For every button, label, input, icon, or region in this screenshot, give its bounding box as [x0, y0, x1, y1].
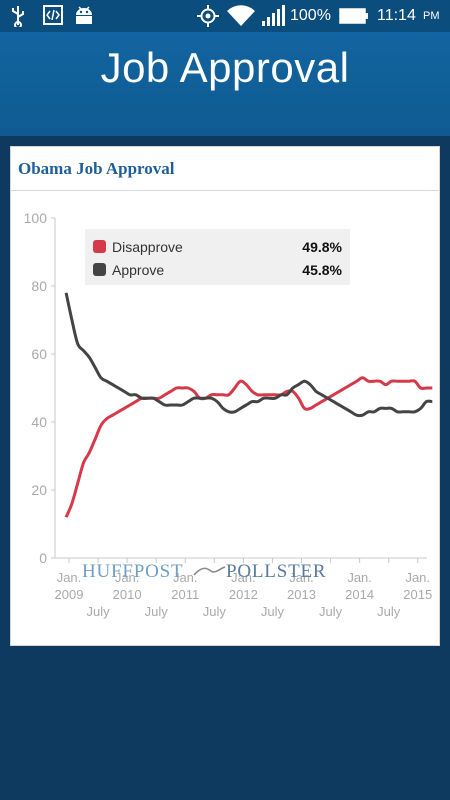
x-tick-label: July — [145, 604, 169, 619]
y-axis: 0 20 40 60 80 100 — [24, 210, 55, 566]
chart-card[interactable]: Obama Job Approval 0 20 40 60 80 100 Jan. 2009… — [10, 146, 440, 646]
wifi-icon — [227, 5, 255, 27]
chart-legend: Disapprove 49.8% Approve 45.8% — [85, 229, 350, 285]
signal-icon — [262, 5, 285, 26]
y-tick-label: 80 — [31, 278, 47, 294]
chart-title: Obama Job Approval — [18, 159, 175, 178]
series-line-disapprove — [64, 376, 433, 518]
x-tick-label: 2010 — [113, 587, 142, 602]
usb-icon — [12, 6, 24, 27]
y-tick-label: 100 — [24, 210, 48, 226]
android-icon — [76, 6, 92, 24]
watermark-huffpost: HUFFPOST — [82, 561, 183, 582]
legend-background — [85, 229, 350, 285]
legend-value-approve: 45.8% — [302, 262, 342, 278]
watermark-swoosh-icon — [193, 566, 226, 576]
x-tick-label: Jan. — [289, 570, 314, 585]
clock-ampm: PM — [423, 10, 440, 22]
card-divider — [11, 190, 439, 191]
battery-percent: 100% — [290, 7, 331, 24]
legend-value-disapprove: 49.8% — [302, 239, 342, 255]
x-tick-label: 2014 — [345, 587, 374, 602]
watermark-pollster: POLLSTER — [226, 561, 326, 582]
x-tick-label: 2011 — [171, 587, 199, 602]
x-tick-label: July — [261, 604, 285, 619]
x-axis: Jan.2009JulyJan.2010JulyJan.2011JulyJan.… — [55, 558, 432, 619]
clock-time: 11:14 — [377, 7, 416, 24]
x-tick-label: 2012 — [229, 587, 258, 602]
legend-swatch-approve — [93, 263, 106, 276]
y-tick-label: 60 — [31, 346, 47, 362]
y-tick-label: 20 — [31, 482, 47, 498]
app-header: Job Approval — [0, 32, 450, 136]
chart-series — [64, 292, 433, 518]
code-icon — [43, 5, 63, 25]
y-tick-label: 0 — [39, 550, 47, 566]
legend-label-approve: Approve — [112, 262, 164, 278]
x-tick-label: Jan. — [405, 570, 430, 585]
page-title: Job Approval — [100, 44, 350, 91]
x-tick-label: Jan. — [115, 570, 140, 585]
status-bar: 100% 11:14 PM — [0, 0, 450, 32]
battery-icon — [339, 8, 368, 24]
legend-label-disapprove: Disapprove — [112, 239, 183, 255]
x-tick-label: Jan. — [57, 570, 82, 585]
x-tick-label: 2015 — [403, 587, 432, 602]
x-tick-label: 2013 — [287, 587, 316, 602]
series-line-approve — [64, 292, 433, 418]
chart-grid — [54, 218, 427, 559]
x-tick-label: July — [319, 604, 343, 619]
x-tick-label: 2009 — [55, 587, 84, 602]
y-tick-label: 40 — [31, 414, 47, 430]
gps-icon — [197, 5, 219, 27]
x-tick-label: July — [87, 604, 111, 619]
x-tick-label: Jan. — [231, 570, 256, 585]
x-tick-label: Jan. — [347, 570, 372, 585]
pollster-watermark: HUFFPOST POLLSTER — [82, 561, 326, 582]
x-tick-label: July — [203, 604, 227, 619]
x-tick-label: Jan. — [173, 570, 198, 585]
legend-swatch-disapprove — [93, 240, 106, 253]
x-tick-label: July — [377, 604, 401, 619]
